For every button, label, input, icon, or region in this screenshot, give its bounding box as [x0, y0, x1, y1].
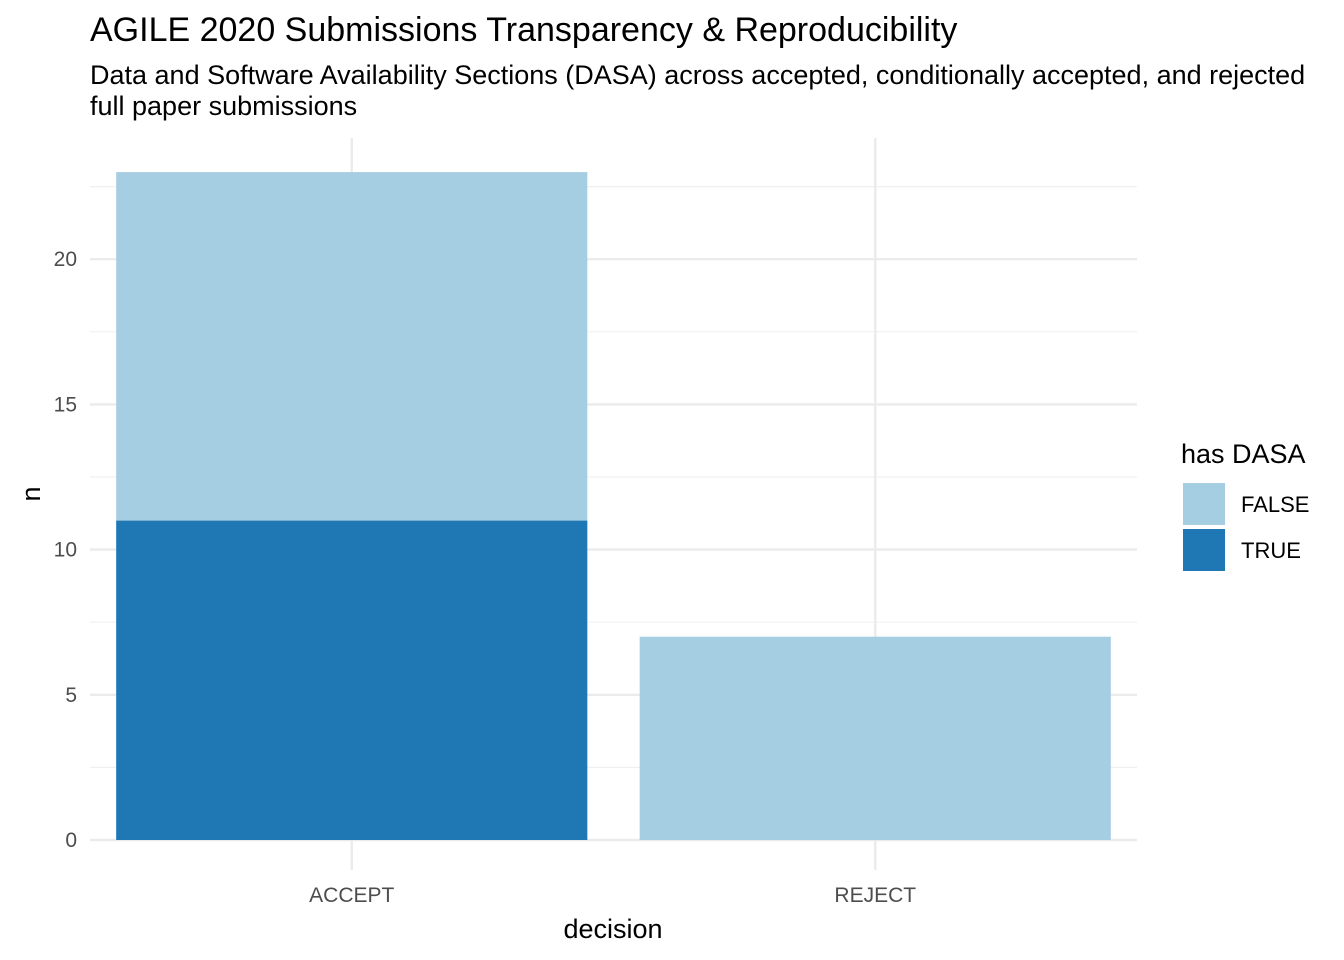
y-axis-title: n	[16, 486, 46, 501]
y-tick-label: 0	[65, 829, 77, 852]
y-tick-label: 15	[54, 393, 77, 416]
x-axis-ticks: ACCEPT REJECT	[309, 884, 916, 907]
legend-title: has DASA	[1181, 439, 1306, 469]
legend-key-false	[1183, 483, 1225, 525]
y-tick-label: 20	[54, 248, 77, 271]
bar-accept-true	[116, 520, 588, 840]
legend-label-true: TRUE	[1241, 538, 1301, 563]
bar-reject-false	[639, 636, 1111, 840]
legend: has DASA FALSE TRUE	[1181, 439, 1309, 571]
y-tick-label: 10	[54, 539, 77, 562]
chart-title: AGILE 2020 Submissions Transparency & Re…	[90, 11, 958, 49]
x-tick-label: REJECT	[834, 884, 916, 907]
y-axis-ticks: 0 5 10 15 20	[54, 248, 77, 852]
legend-key-true	[1183, 529, 1225, 571]
x-tick-label: ACCEPT	[309, 884, 394, 907]
x-axis-title: decision	[563, 914, 662, 944]
chart-subtitle: Data and Software Availability Sections …	[90, 60, 1306, 121]
y-tick-label: 5	[65, 684, 77, 707]
legend-label-false: FALSE	[1241, 492, 1309, 517]
bar-accept-false	[116, 172, 588, 521]
bars	[116, 172, 1111, 840]
